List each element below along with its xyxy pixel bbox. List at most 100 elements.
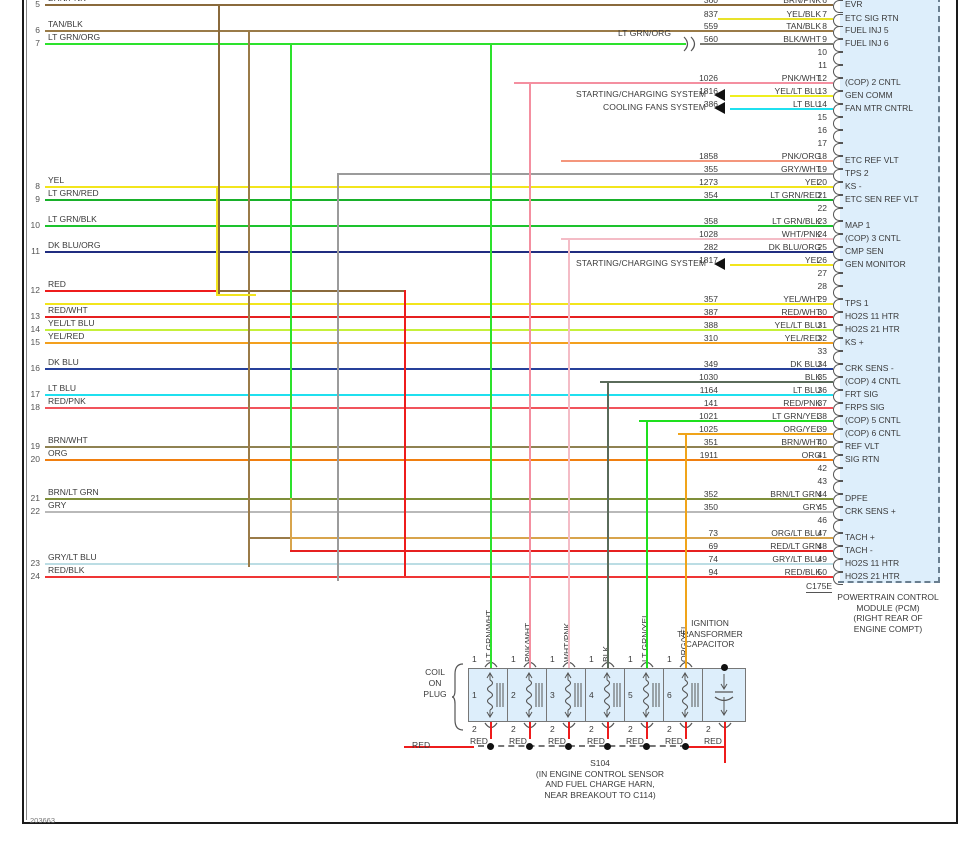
coil-symbol-4: [603, 672, 621, 718]
pcm-pin-number: 35: [817, 372, 827, 382]
left-terminal-number: 20: [30, 454, 40, 464]
pcm-pin-bracket: [833, 299, 843, 312]
coil-terminal-top-4: [601, 661, 615, 668]
capacitor-red-label: RED: [704, 736, 722, 746]
left-wire-color-label: DK BLU: [48, 357, 79, 367]
splice-feed-right: [686, 746, 726, 748]
circuit-number: 1030: [699, 372, 718, 382]
pcm-pin-bracket: [833, 260, 843, 273]
wire-color-label: RED/BLK: [784, 567, 821, 577]
left-terminal-number: 17: [30, 389, 40, 399]
coil-red-drop-3: [568, 722, 570, 739]
pcm-pin-number: 42: [817, 463, 827, 473]
pcm-pin-bracket: [833, 377, 843, 390]
wire-org-yel: [678, 433, 833, 435]
circuit-number: 1164: [699, 385, 718, 395]
pcm-pin-bracket: [833, 351, 843, 364]
pcm-pin-function: (COP) 3 CNTL: [845, 233, 901, 243]
pcm-pin-function: TACH +: [845, 532, 875, 542]
pcm-pin-bracket: [833, 364, 843, 377]
splice-note-line: NEAR BREAKOUT TO C114): [544, 789, 656, 800]
pcm-pin-number: 7: [822, 9, 827, 19]
splice-feed-red-label: RED: [412, 740, 431, 750]
pcm-pin-number: 10: [817, 47, 827, 57]
pcm-pin-function: KS +: [845, 337, 864, 347]
left-terminal-number: 22: [30, 506, 40, 516]
pcm-pin-bracket: [833, 338, 843, 351]
wire-color-label: RED/PNK: [783, 398, 821, 408]
pcm-caption-line: (RIGHT REAR OF: [853, 613, 923, 623]
pcm-pin-bracket: [833, 559, 843, 572]
wire-color-label: WHT/PNK: [781, 229, 821, 239]
pcm-pin-number: 45: [817, 502, 827, 512]
seg-yel: [216, 294, 256, 296]
coil-terminal-bottom-3: [562, 722, 576, 729]
wire-yel-wht: [45, 303, 833, 305]
pcm-pin-number: 21: [817, 190, 827, 200]
mid-wire-color-label: LT GRN/ORG: [618, 28, 672, 38]
wire-color-label: BRN/WHT: [781, 437, 821, 447]
pcm-pin-function: REF VLT: [845, 441, 880, 451]
vbus-red: [404, 290, 406, 576]
coil-wire-label-1: LT GRN/WHT: [484, 609, 494, 662]
wire-brn-lt-grn: [45, 498, 833, 500]
wire-color-label: RED/LT GRN: [770, 541, 821, 551]
pcm-pin-function: HO2S 11 HTR: [845, 558, 900, 568]
pcm-pin-bracket: [833, 286, 843, 299]
pcm-pin-number: 39: [817, 424, 827, 434]
circuit-number: 349: [703, 359, 718, 369]
left-wire-color-label: LT GRN/RED: [48, 188, 99, 198]
circuit-number: 355: [703, 164, 718, 174]
pcm-pin-number: 26: [817, 255, 827, 265]
wire-yel-blk: [718, 18, 833, 20]
system-callout-label: STARTING/CHARGING SYSTEM: [576, 89, 707, 99]
coil-red-label-1: RED: [470, 736, 488, 746]
pcm-caption-line: POWERTRAIN CONTROL: [837, 592, 939, 602]
circuit-number: 310: [703, 333, 718, 343]
left-wire-color-label: RED: [48, 279, 66, 289]
coil-red-drop-2: [529, 722, 531, 739]
pcm-pin-number: 28: [817, 281, 827, 291]
coil-label-line: PLUG: [423, 689, 447, 699]
wire-blk-wht: [700, 43, 833, 45]
circuit-number: 352: [703, 489, 718, 499]
vbus-tan-blk: [248, 30, 250, 567]
vbus-yel: [216, 186, 218, 294]
capacitor-title-line: IGNITION: [691, 618, 729, 628]
coil-terminal-top-2: [523, 661, 537, 668]
wire-color-label: DK BLU/ORG: [768, 242, 821, 252]
pcm-pin-number: 11: [818, 60, 827, 70]
circuit-number: 386: [703, 99, 718, 109]
wire-lt-blu-frt: [45, 394, 833, 396]
left-terminal-number: 8: [35, 181, 40, 191]
elbow-cop6: [678, 433, 685, 435]
wire-brn-pnk: [45, 4, 833, 6]
pcm-pin-function: (COP) 6 CNTL: [845, 428, 901, 438]
pcm-pin-number: 18: [817, 151, 827, 161]
coil-red-drop-4: [607, 722, 609, 739]
wire-org: [45, 459, 833, 461]
pcm-pin-function: TPS 1: [845, 298, 869, 308]
pcm-pin-bracket: [833, 468, 843, 481]
left-terminal-number: 15: [30, 337, 40, 347]
pcm-module-box: [840, 0, 940, 583]
circuit-number: 69: [708, 541, 718, 551]
coil-drop-wire-4: [607, 381, 609, 668]
left-wire-color-label: BRN/PNK: [48, 0, 86, 3]
seg-tan-blk-bottom: [248, 537, 290, 539]
pcm-pin-function: SIG RTN: [845, 454, 880, 464]
pcm-pin-bracket: [833, 208, 843, 221]
wire-color-label: GRY: [802, 502, 821, 512]
wire-color-label: LT GRN/BLK: [772, 216, 821, 226]
circuit-number: 358: [703, 216, 718, 226]
pcm-pin-function: HO2S 21 HTR: [845, 571, 900, 581]
circuit-number: 354: [703, 190, 718, 200]
circuit-number: 388: [703, 320, 718, 330]
circuit-number: 1816: [699, 86, 718, 96]
pcm-pin-function: FAN MTR CNTRL: [845, 103, 913, 113]
pcm-pin-bracket: [833, 195, 843, 208]
left-wire-color-label: YEL/LT BLU: [48, 318, 95, 328]
wire-wht-pnk: [561, 238, 833, 240]
coil-wire-label-5: LT GRN/YEL: [640, 613, 650, 662]
